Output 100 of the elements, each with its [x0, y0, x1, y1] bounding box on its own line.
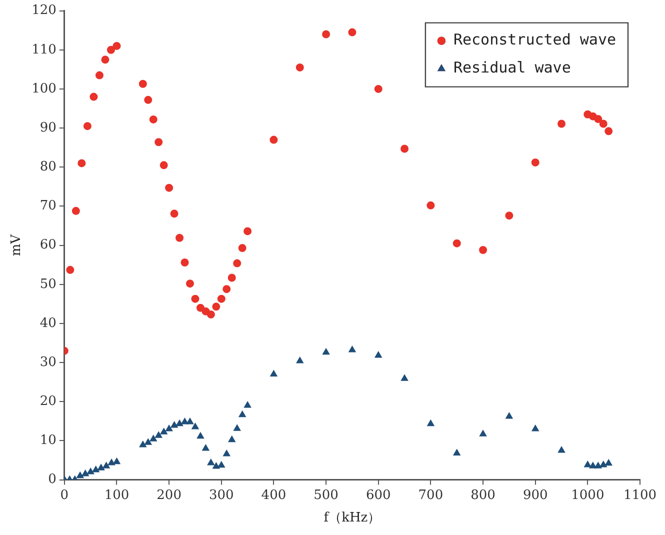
point [180, 258, 189, 266]
point [426, 201, 435, 210]
point [83, 122, 92, 130]
y-tick-label: 100 [32, 81, 56, 96]
x-tick-label: 1000 [571, 488, 604, 503]
point [223, 450, 230, 456]
point [144, 96, 152, 104]
point [154, 138, 163, 146]
point [374, 352, 382, 358]
y-tick-label: 90 [40, 120, 56, 136]
x-tick-label: 900 [522, 488, 548, 503]
point [160, 428, 168, 434]
y-tick-label: 110 [32, 42, 56, 58]
point [95, 71, 104, 80]
point [66, 266, 74, 274]
x-tick-label: 500 [314, 488, 338, 503]
point [102, 462, 110, 468]
point [212, 302, 220, 311]
point [150, 435, 157, 442]
point [505, 212, 514, 220]
point [244, 402, 252, 408]
point [138, 80, 147, 88]
x-tick-label: 100 [104, 488, 130, 503]
y-tick-label: 40 [40, 316, 56, 331]
point [155, 432, 162, 438]
point [82, 470, 89, 476]
point [186, 418, 194, 424]
point [348, 28, 356, 36]
point [604, 127, 613, 136]
point [589, 462, 596, 468]
y-axis-title: mV [9, 234, 24, 256]
point [374, 84, 382, 93]
point [176, 234, 184, 242]
point [101, 56, 110, 64]
point [270, 136, 278, 144]
point [594, 115, 602, 124]
y-tick-label: 80 [40, 160, 56, 175]
point [296, 356, 304, 364]
x-tick-label: 200 [156, 488, 182, 503]
point [532, 424, 539, 432]
point [506, 412, 513, 419]
point [207, 458, 214, 466]
x-tick-label: 700 [418, 488, 444, 503]
y-tick-label: 10 [40, 433, 56, 448]
y-tick-label: 70 [40, 198, 56, 214]
y-tick-label: 20 [40, 394, 56, 410]
point [206, 310, 215, 318]
point [217, 294, 226, 303]
point [531, 158, 540, 166]
point [112, 42, 121, 50]
point [90, 92, 98, 101]
point [584, 460, 592, 468]
point [479, 430, 487, 436]
point [106, 46, 115, 54]
x-tick-label: 1100 [623, 488, 657, 503]
point [234, 424, 241, 431]
point [186, 280, 194, 288]
point [192, 423, 199, 430]
point [149, 115, 158, 124]
x-tick-label: 800 [470, 488, 496, 503]
point [296, 63, 304, 72]
point [108, 458, 116, 466]
x-tick-label: 300 [208, 488, 234, 503]
x-axis-title: f（kHz） [324, 510, 381, 526]
x-tick-label: 400 [261, 488, 286, 503]
point [196, 432, 204, 439]
point [170, 421, 178, 428]
point [605, 459, 612, 466]
point [401, 374, 408, 381]
point [98, 464, 105, 470]
point [270, 370, 278, 377]
point [594, 462, 602, 468]
x-tick-label: 0 [60, 488, 69, 503]
point [453, 449, 460, 456]
point [238, 410, 246, 418]
y-tick-label: 60 [40, 238, 56, 253]
point [348, 346, 356, 352]
point [202, 444, 210, 451]
point [166, 424, 173, 432]
point [87, 468, 94, 474]
legend-label: Residual wave [453, 58, 571, 77]
point [599, 120, 608, 128]
point [113, 458, 120, 464]
point [244, 227, 252, 236]
legend-label: Reconstructed wave [453, 30, 616, 49]
point [322, 30, 330, 38]
x-tick-label: 600 [366, 488, 391, 503]
point [160, 161, 168, 170]
point [233, 259, 242, 268]
point [191, 294, 200, 303]
point [322, 348, 330, 355]
point [558, 120, 566, 128]
point [92, 466, 100, 472]
point [427, 420, 434, 426]
point [212, 462, 220, 469]
point [479, 246, 488, 254]
point [78, 159, 86, 168]
y-tick-label: 50 [40, 276, 56, 292]
point [238, 244, 246, 252]
y-tick-label: 120 [32, 3, 56, 18]
